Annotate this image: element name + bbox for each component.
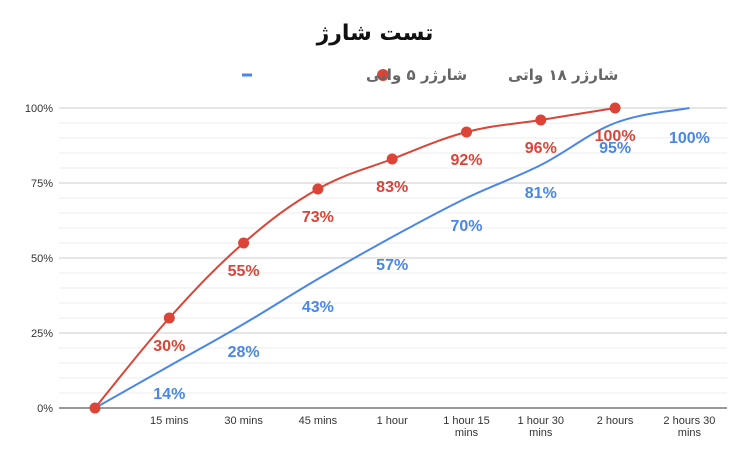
series-5w-data-label: 14% xyxy=(153,386,185,403)
series-18w-point xyxy=(238,237,250,249)
x-tick-label: 2 hours 30 mins xyxy=(663,415,715,439)
series-18w-data-label: 92% xyxy=(450,152,482,169)
y-tick-label: 0% xyxy=(37,403,53,415)
x-tick-label: 30 mins xyxy=(224,415,263,427)
x-tick-label: 45 mins xyxy=(299,415,338,427)
series-5w-line xyxy=(94,107,690,409)
x-axis: 15 mins 30 mins 45 mins 1 hour 1 hour 15 mins… xyxy=(150,415,715,439)
series-18w-point xyxy=(609,102,621,114)
legend: شارژر ۱۸ واتی شارژر ۵ واتی xyxy=(242,66,618,84)
series-5w-data-label: 57% xyxy=(376,257,408,274)
series-5w-data-label: 70% xyxy=(450,218,482,235)
legend-label-5w: شارژر ۵ واتی xyxy=(366,66,467,84)
x-tick-label: 1 hour 30 mins xyxy=(518,415,564,439)
legend-marker-18w xyxy=(377,69,389,81)
series-18w-data-label: 100% xyxy=(595,128,636,145)
y-tick-label: 50% xyxy=(31,253,53,265)
series-18w-data-label: 55% xyxy=(228,263,260,280)
legend-label-18w: شارژر ۱۸ واتی xyxy=(508,66,618,84)
series-5w-data-label: 43% xyxy=(302,299,334,316)
x-tick-label: 15 mins xyxy=(150,415,189,427)
y-axis: 0% 25% 50% 75% 100% xyxy=(25,103,53,415)
data-labels: 30% 55% 73% 83% 92% 96% 100% 14% 28% 43% 57% 70% 81%… xyxy=(153,128,710,403)
series-18w-data-label: 73% xyxy=(302,209,334,226)
series-18w-point xyxy=(89,402,101,414)
y-tick-label: 100% xyxy=(25,103,53,115)
series-5w-data-label: 81% xyxy=(525,185,557,202)
x-tick-label: 1 hour 15 mins xyxy=(443,415,489,439)
series-18w-data-label: 83% xyxy=(376,179,408,196)
series-18w-data-label: 30% xyxy=(153,338,185,355)
series-18w-point xyxy=(312,183,324,195)
grid xyxy=(59,107,727,409)
series-5w-data-label: 100% xyxy=(669,130,710,147)
series-18w-point xyxy=(535,114,547,126)
x-tick-label: 1 hour xyxy=(377,415,409,427)
series-5w-data-label: 95% xyxy=(599,140,631,157)
series-5w-data-label: 28% xyxy=(228,344,260,361)
series-18w-point xyxy=(386,153,398,165)
series-18w-data-label: 96% xyxy=(525,140,557,157)
series-layer xyxy=(89,102,690,414)
x-tick-label: 2 hours xyxy=(597,415,634,427)
chart-title: تست شارژ xyxy=(316,21,434,46)
series-18w-point xyxy=(461,126,472,138)
series-18w-point xyxy=(163,312,175,324)
y-tick-label: 75% xyxy=(31,178,53,190)
y-tick-label: 25% xyxy=(31,328,53,340)
